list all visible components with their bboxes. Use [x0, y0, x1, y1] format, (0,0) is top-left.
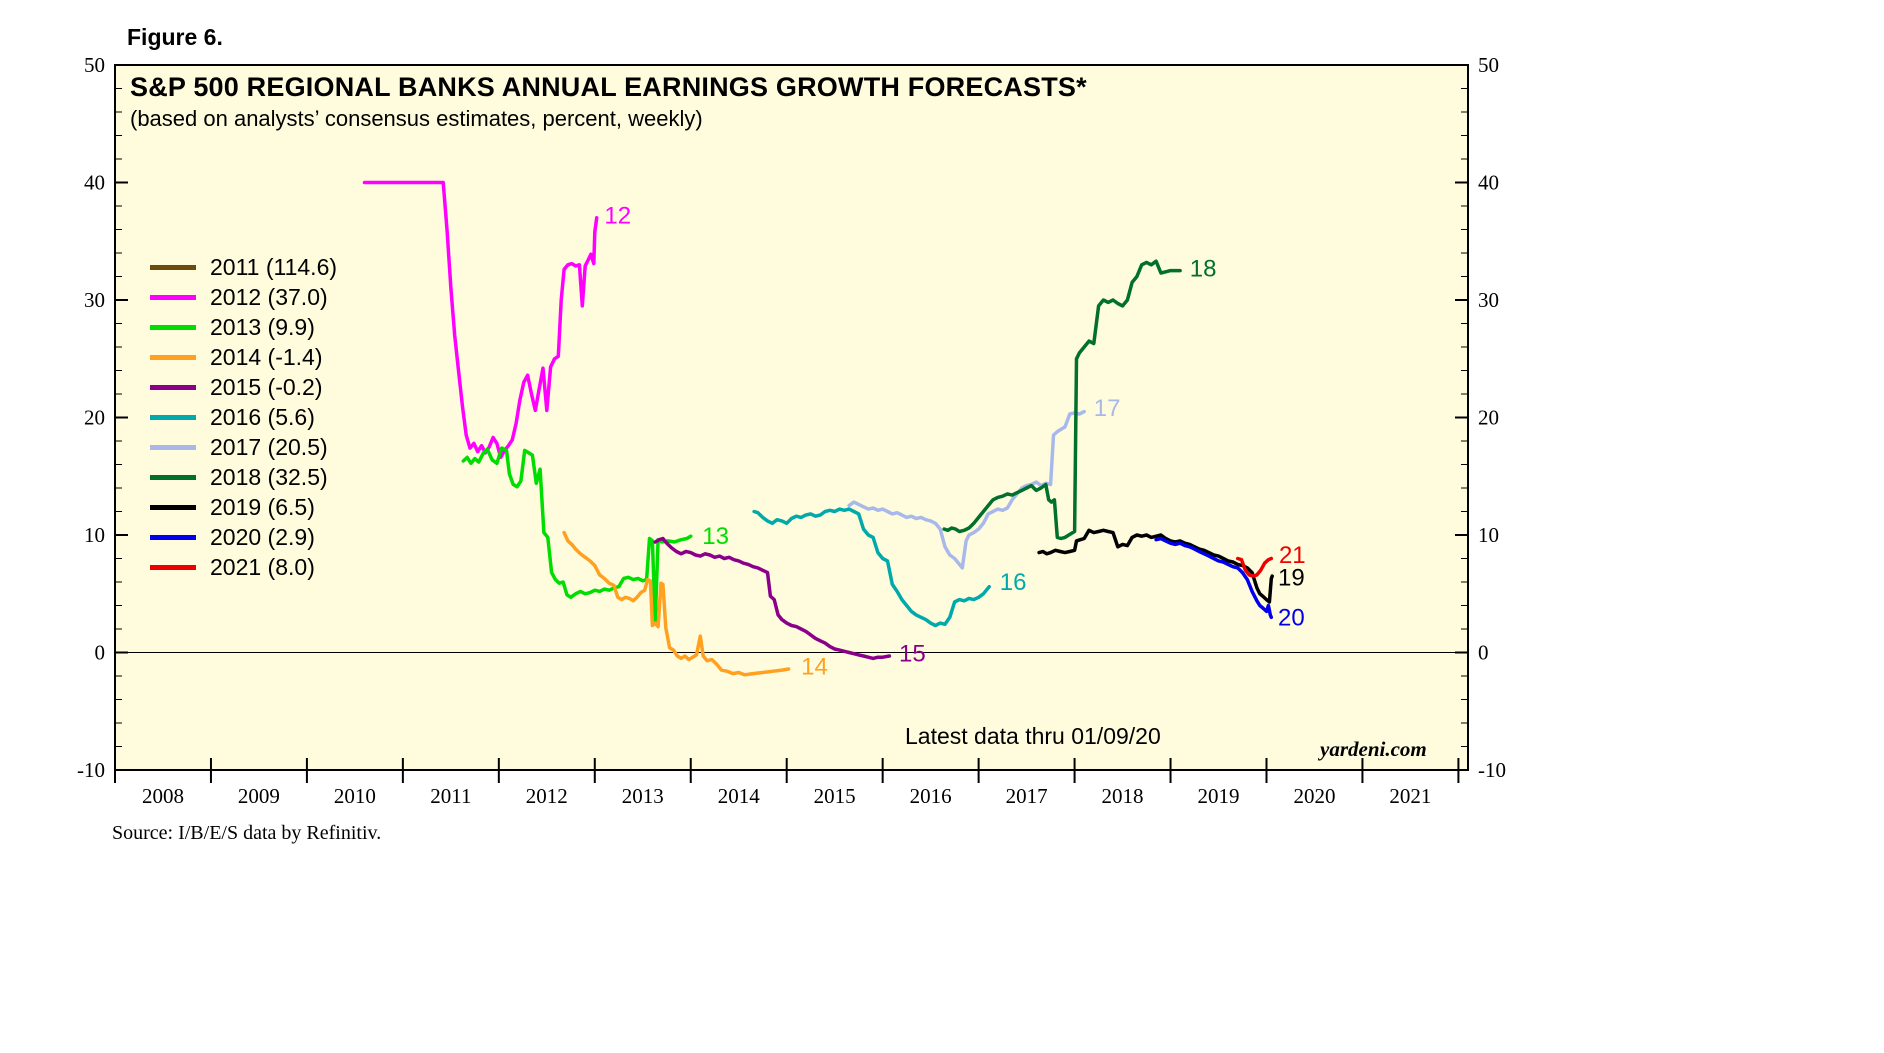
y-axis-label-right: 20 — [1478, 406, 1499, 430]
x-axis-year-label: 2014 — [718, 784, 761, 808]
y-axis-label-right: 50 — [1478, 53, 1499, 77]
legend-label: 2011 (114.6) — [210, 254, 338, 280]
series-end-label-14: 14 — [801, 654, 828, 681]
series-line-2013 — [461, 446, 693, 625]
series-line-2016 — [752, 507, 991, 628]
legend-item-2011: 2011 (114.6) — [150, 252, 337, 282]
x-axis-year-label: 2021 — [1389, 784, 1431, 808]
legend-label: 2015 (-0.2) — [210, 374, 323, 400]
series-end-label-17: 17 — [1094, 395, 1121, 422]
x-axis-year-label: 2019 — [1198, 784, 1240, 808]
legend-color-swatch — [150, 264, 196, 270]
legend-label: 2012 (37.0) — [210, 284, 328, 310]
legend-item-2016: 2016 (5.6) — [150, 402, 337, 432]
series-end-label-19: 19 — [1278, 564, 1305, 591]
legend-color-swatch — [150, 324, 196, 330]
legend-color-swatch — [150, 354, 196, 360]
legend-item-2013: 2013 (9.9) — [150, 312, 337, 342]
latest-data-note: Latest data thru 01/09/20 — [905, 723, 1161, 749]
series-line-2020 — [1154, 536, 1274, 620]
legend-item-2017: 2017 (20.5) — [150, 432, 337, 462]
legend-label: 2017 (20.5) — [210, 434, 328, 460]
y-axis-label-right: 40 — [1478, 171, 1499, 195]
legend-color-swatch — [150, 294, 196, 300]
series-line-2012 — [362, 180, 599, 460]
legend-color-swatch — [150, 384, 196, 390]
chart-title: S&P 500 REGIONAL BANKS ANNUAL EARNINGS G… — [130, 72, 1087, 102]
legend-item-2020: 2020 (2.9) — [150, 522, 337, 552]
source-note: Source: I/B/E/S data by Refinitiv. — [112, 822, 382, 844]
y-axis-label-left: 30 — [84, 288, 105, 312]
legend-label: 2014 (-1.4) — [210, 344, 323, 370]
series-end-label-21: 21 — [1279, 542, 1306, 569]
x-axis-year-label: 2018 — [1102, 784, 1144, 808]
legend-color-swatch — [150, 534, 196, 540]
legend-item-2015: 2015 (-0.2) — [150, 372, 337, 402]
y-axis-label-left: -10 — [77, 758, 105, 782]
x-axis-year-label: 2009 — [238, 784, 280, 808]
x-axis-year-label: 2020 — [1293, 784, 1335, 808]
x-axis-year-label: 2016 — [910, 784, 952, 808]
series-end-label-12: 12 — [604, 202, 631, 229]
x-axis-year-label: 2013 — [622, 784, 664, 808]
legend-label: 2018 (32.5) — [210, 464, 328, 490]
x-axis-year-label: 2011 — [430, 784, 471, 808]
x-axis-year-label: 2010 — [334, 784, 376, 808]
legend-label: 2020 (2.9) — [210, 524, 315, 550]
series-end-label-18: 18 — [1190, 255, 1217, 282]
legend-item-2014: 2014 (-1.4) — [150, 342, 337, 372]
legend-color-swatch — [150, 414, 196, 420]
y-axis-label-right: 30 — [1478, 288, 1499, 312]
y-axis-label-left: 40 — [84, 171, 105, 195]
y-axis-label-left: 50 — [84, 53, 105, 77]
x-axis-year-label: 2017 — [1006, 784, 1048, 808]
legend-label: 2019 (6.5) — [210, 494, 315, 520]
series-end-label-16: 16 — [1000, 569, 1027, 596]
legend-label: 2021 (8.0) — [210, 554, 315, 580]
legend-color-swatch — [150, 444, 196, 450]
legend-item-2019: 2019 (6.5) — [150, 492, 337, 522]
y-axis-label-right: -10 — [1478, 758, 1506, 782]
series-line-2015 — [653, 536, 892, 661]
legend-color-swatch — [150, 474, 196, 480]
series-line-2014 — [562, 530, 791, 677]
legend-label: 2016 (5.6) — [210, 404, 315, 430]
y-axis-label-left: 20 — [84, 406, 105, 430]
x-axis-year-label: 2008 — [142, 784, 184, 808]
legend-item-2018: 2018 (32.5) — [150, 462, 337, 492]
plot-border — [114, 64, 1469, 771]
legend-item-2012: 2012 (37.0) — [150, 282, 337, 312]
legend-label: 2013 (9.9) — [210, 314, 315, 340]
series-end-label-20: 20 — [1278, 604, 1305, 631]
series-end-label-13: 13 — [702, 523, 729, 550]
chart-subtitle: (based on analysts’ consensus estimates,… — [130, 106, 703, 131]
series-end-label-15: 15 — [899, 641, 926, 668]
y-axis-label-right: 0 — [1478, 641, 1489, 665]
y-axis-label-left: 10 — [84, 523, 105, 547]
series-line-2018 — [942, 259, 1182, 541]
legend-item-2021: 2021 (8.0) — [150, 552, 337, 582]
legend-color-swatch — [150, 504, 196, 510]
y-axis-label-left: 0 — [95, 641, 106, 665]
x-axis-year-label: 2012 — [526, 784, 568, 808]
legend-color-swatch — [150, 564, 196, 570]
figure-number: Figure 6. — [127, 24, 223, 50]
x-axis-year-label: 2015 — [814, 784, 856, 808]
y-axis-label-right: 10 — [1478, 523, 1499, 547]
legend: 2011 (114.6) 2012 (37.0) 2013 (9.9) 2014 (-… — [150, 252, 337, 582]
yardeni-watermark: yardeni.com — [1320, 737, 1427, 761]
series-line-2021 — [1235, 556, 1274, 578]
series-line-2017 — [847, 409, 1086, 570]
